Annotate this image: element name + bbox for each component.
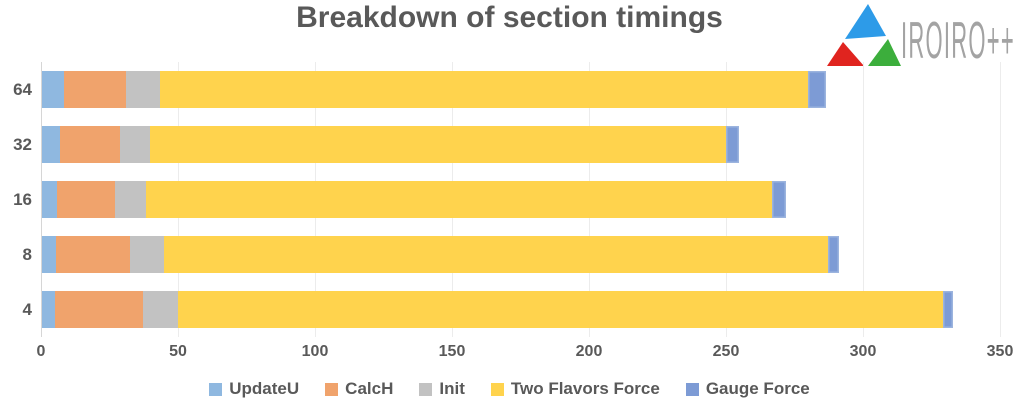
y-tick-label: 16 (13, 189, 32, 209)
bar-row-16 (42, 181, 786, 218)
bar-segment-two-flavors-force (146, 181, 773, 218)
legend-label: Two Flavors Force (510, 379, 660, 398)
legend-swatch-icon (325, 382, 339, 396)
bar-row-32 (42, 126, 740, 163)
bar-row-4 (42, 291, 954, 328)
legend-item-two-flavors-force: Two Flavors Force (490, 379, 660, 399)
logo-triangle-icon: IROIRO++ (827, 4, 1015, 70)
bar-segment-calch (59, 126, 121, 163)
bar-segment-updateu (42, 71, 64, 108)
x-tick-label: 100 (301, 343, 329, 360)
legend-label: Init (439, 379, 465, 398)
bar-segment-updateu (42, 236, 56, 273)
y-tick-label: 4 (22, 299, 32, 319)
bar-segment-gauge-force (807, 71, 826, 108)
bar-segment-gauge-force (942, 291, 954, 328)
x-tick-label: 300 (849, 343, 877, 360)
logo-text: IROIRO++ (901, 12, 1015, 68)
bar-segment-calch (57, 181, 115, 218)
y-tick-label: 32 (13, 134, 32, 154)
bar-segment-updateu (42, 181, 58, 218)
x-tick-label: 350 (986, 343, 1014, 360)
x-tick-label: 200 (575, 343, 603, 360)
bar-segment-gauge-force (828, 236, 840, 273)
bar-segment-gauge-force (725, 126, 740, 163)
y-axis-line (41, 62, 42, 337)
bar-segment-init (129, 236, 164, 273)
bar-row-8 (42, 236, 840, 273)
legend-item-calch: CalcH (325, 379, 393, 399)
bar-segment-calch (63, 71, 126, 108)
bar-segment-calch (54, 291, 143, 328)
legend-label: UpdateU (229, 379, 300, 398)
bar-segment-init (120, 126, 151, 163)
legend: UpdateU CalcH Init Two Flavors Force Gauge F… (0, 379, 1019, 399)
plot-area (41, 62, 1001, 337)
gridline (1000, 62, 1001, 337)
bar-segment-two-flavors-force (150, 126, 726, 163)
bar-segment-two-flavors-force (163, 236, 829, 273)
legend-swatch-icon (490, 382, 504, 396)
bar-segment-two-flavors-force (178, 291, 943, 328)
bar-segment-gauge-force (772, 181, 786, 218)
x-tick-label: 250 (712, 343, 740, 360)
bar-segment-init (114, 181, 147, 218)
x-tick-label: 150 (438, 343, 466, 360)
logo: IROIRO++ (821, 2, 1017, 70)
legend-item-updateu: UpdateU (209, 379, 299, 399)
bar-segment-calch (55, 236, 130, 273)
bar-segment-updateu (42, 126, 60, 163)
chart-title: Breakdown of section timings (296, 1, 723, 34)
legend-swatch-icon (685, 382, 699, 396)
legend-item-gauge-force: Gauge Force (685, 379, 810, 399)
y-tick-label: 8 (22, 244, 32, 264)
y-tick-label: 64 (13, 79, 32, 99)
legend-swatch-icon (419, 382, 433, 396)
legend-swatch-icon (209, 382, 223, 396)
bar-segment-init (125, 71, 160, 108)
x-tick-label: 50 (169, 343, 187, 360)
bar-segment-updateu (42, 291, 55, 328)
x-tick-label: 0 (36, 343, 46, 360)
bar-row-64 (42, 71, 826, 108)
legend-label: Gauge Force (705, 379, 810, 398)
bar-segment-init (142, 291, 179, 328)
bar-segment-two-flavors-force (159, 71, 808, 108)
legend-label: CalcH (345, 379, 394, 398)
legend-item-init: Init (419, 379, 465, 399)
gridline (863, 62, 864, 337)
